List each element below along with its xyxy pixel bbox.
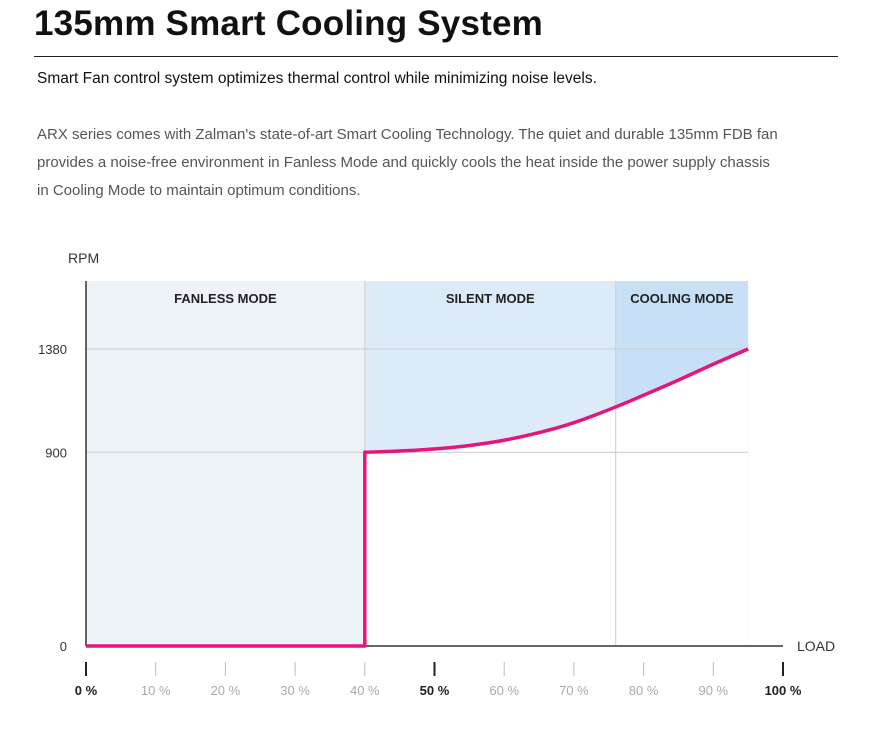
x-tick-label: 90 % xyxy=(698,683,728,698)
description-line: ARX series comes with Zalman's state-of-… xyxy=(37,126,778,143)
x-tick-label: 50 % xyxy=(420,683,450,698)
x-tick-label: 20 % xyxy=(211,683,241,698)
x-tick-label: 10 % xyxy=(141,683,171,698)
x-tick-label: 30 % xyxy=(280,683,310,698)
x-tick-label: 70 % xyxy=(559,683,589,698)
y-tick-label: 1380 xyxy=(38,342,67,357)
rpm-curve-line xyxy=(86,347,749,648)
x-tick-label: 0 % xyxy=(75,683,98,698)
description: ARX series comes with Zalman's state-of-… xyxy=(37,121,837,205)
area-below-curve xyxy=(364,349,749,646)
x-tick-label: 100 % xyxy=(765,683,802,698)
region-label: COOLING MODE xyxy=(630,291,734,306)
description-line: provides a noise-free environment in Fan… xyxy=(37,154,770,171)
page-title: 135mm Smart Cooling System xyxy=(34,4,543,43)
title-divider xyxy=(34,56,838,57)
y-tick-label: 900 xyxy=(45,445,67,460)
description-line: in Cooling Mode to maintain optimum cond… xyxy=(37,182,361,199)
x-tick-label: 60 % xyxy=(489,683,519,698)
subtitle: Smart Fan control system optimizes therm… xyxy=(37,70,597,87)
region-label: SILENT MODE xyxy=(446,291,535,306)
x-axis-label: LOAD xyxy=(797,638,835,654)
y-axis-label: RPM xyxy=(68,250,99,266)
y-tick-label: 0 xyxy=(60,639,67,654)
region-fanless-mode xyxy=(86,281,365,646)
x-tick-label: 40 % xyxy=(350,683,380,698)
x-tick-label: 80 % xyxy=(629,683,659,698)
region-label: FANLESS MODE xyxy=(174,291,277,306)
